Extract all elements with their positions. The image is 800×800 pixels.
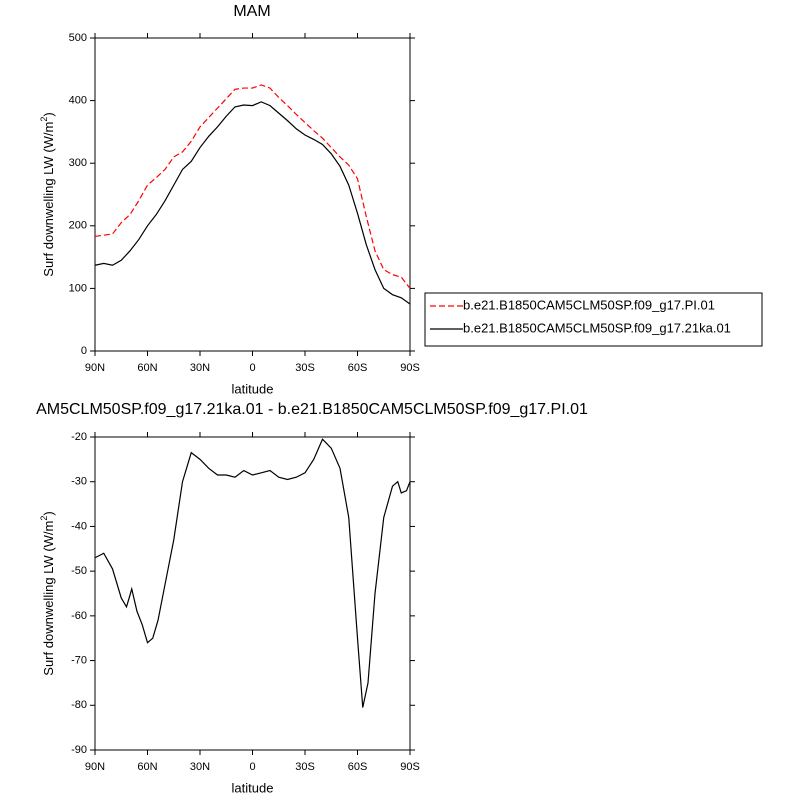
y-tick-label: 300: [69, 157, 87, 169]
y-tick-label: 0: [81, 345, 87, 357]
x-tick-label: 60N: [137, 362, 157, 374]
x-tick-label: 30N: [190, 362, 210, 374]
chart-title: MAM: [233, 3, 270, 20]
data-line: [94, 84, 411, 289]
y-tick-label: 200: [69, 220, 87, 232]
y-axis-label: Surf downwelling LW (W/m2): [39, 112, 56, 276]
y-axis-label-text: Surf downwelling LW (W/m: [41, 521, 56, 676]
y-tick-label: 100: [69, 282, 87, 294]
y-axis-label-end: ): [41, 112, 56, 116]
x-tick-label: 30S: [295, 362, 315, 374]
legend-label: b.e21.B1850CAM5CLM50SP.f09_g17.PI.01: [463, 297, 715, 312]
x-tick-label: 60S: [348, 761, 368, 773]
x-tick-label: 0: [249, 761, 255, 773]
y-tick-label: -60: [71, 610, 87, 622]
y-tick-label: -50: [71, 565, 87, 577]
y-tick-label: -70: [71, 654, 87, 666]
x-axis-label: latitude: [232, 780, 274, 795]
x-tick-label: 90S: [400, 761, 420, 773]
x-axis-label: latitude: [232, 381, 274, 396]
y-tick-label: -30: [71, 476, 87, 488]
y-axis-label-text: Surf downwelling LW (W/m: [41, 122, 56, 277]
y-tick-label: -80: [71, 699, 87, 711]
y-axis-label-sup: 2: [39, 117, 49, 122]
x-tick-label: 60N: [137, 761, 157, 773]
y-tick-label: 500: [69, 32, 87, 44]
x-tick-label: 90N: [85, 761, 105, 773]
y-axis-label: Surf downwelling LW (W/m2): [39, 511, 56, 675]
y-tick-label: -20: [71, 431, 87, 443]
x-tick-label: 30N: [190, 761, 210, 773]
y-axis-label-sup: 2: [39, 516, 49, 521]
legend-box: [424, 292, 763, 347]
data-line: [94, 438, 411, 708]
chart-title: AM5CLM50SP.f09_g17.21ka.01 - b.e21.B1850…: [36, 401, 588, 418]
x-tick-label: 60S: [348, 362, 368, 374]
data-line: [94, 101, 411, 305]
y-axis-label-end: ): [41, 511, 56, 515]
x-tick-label: 90N: [85, 362, 105, 374]
y-tick-label: -40: [71, 520, 87, 532]
legend-label: b.e21.B1850CAM5CLM50SP.f09_g17.21ka.01: [463, 320, 731, 335]
x-tick-label: 90S: [400, 362, 420, 374]
y-tick-label: -90: [71, 744, 87, 756]
x-tick-label: 30S: [295, 761, 315, 773]
y-tick-label: 400: [69, 95, 87, 107]
x-tick-label: 0: [249, 362, 255, 374]
